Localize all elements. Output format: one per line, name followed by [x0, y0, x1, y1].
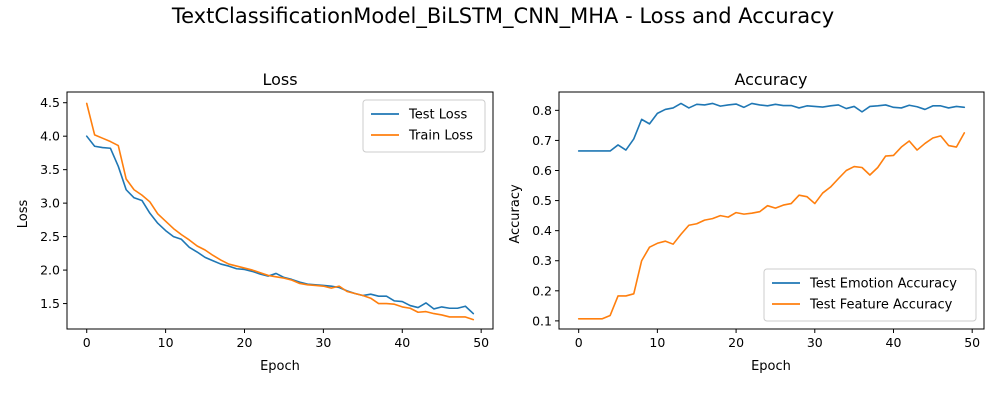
loss-y-axis-label: Loss [16, 200, 31, 229]
accuracy-y-tick-label: 0.2 [532, 283, 552, 298]
loss-x-tick-label: 20 [237, 335, 253, 350]
accuracy-legend: Test Emotion Accuracy Test Feature Accura… [763, 268, 977, 322]
loss-x-tick-label: 50 [473, 335, 489, 350]
loss-y-tick-label: 2.0 [40, 263, 60, 278]
accuracy-x-tick-label: 20 [728, 335, 744, 350]
accuracy-series-line-1 [577, 102, 966, 152]
accuracy-legend-label: Test Feature Accuracy [809, 298, 953, 313]
loss-plot-title: Loss [262, 70, 297, 89]
loss-y-tick-label: 2.5 [40, 229, 60, 244]
loss-y-tick-label: 3.5 [40, 162, 60, 177]
accuracy-series-line-2 [577, 132, 966, 320]
loss-series-line-2 [85, 102, 475, 321]
accuracy-y-tick-label: 0.8 [532, 103, 552, 118]
accuracy-y-tick-label: 0.6 [532, 163, 552, 178]
loss-subplot: Loss Epoch Loss 0 10 20 30 40 50 1.5 2.0 2.5 3.0 3… [16, 70, 494, 374]
accuracy-x-tick-label: 0 [575, 335, 583, 350]
loss-x-axis-label: Epoch [260, 359, 300, 374]
loss-legend: Test Loss Train Loss [362, 99, 486, 153]
accuracy-x-axis-label: Epoch [751, 359, 791, 374]
accuracy-x-tick-label: 50 [964, 335, 980, 350]
accuracy-x-tick-label: 30 [807, 335, 823, 350]
loss-x-tick-label: 30 [315, 335, 331, 350]
loss-x-tick-label: 40 [394, 335, 410, 350]
loss-legend-label: Train Loss [408, 129, 473, 144]
accuracy-y-tick-label: 0.5 [532, 193, 552, 208]
loss-x-tick-label: 10 [158, 335, 174, 350]
accuracy-y-axis-label: Accuracy [508, 184, 523, 244]
accuracy-legend-box [763, 268, 977, 322]
accuracy-x-tick-label: 10 [649, 335, 665, 350]
loss-y-tick-label: 4.5 [40, 95, 60, 110]
accuracy-y-tick-label: 0.1 [532, 313, 552, 328]
accuracy-subplot: Accuracy Epoch Accuracy 0 10 20 30 40 50 0.1 0.… [508, 70, 985, 374]
accuracy-y-tick-label: 0.4 [532, 223, 552, 238]
loss-y-tick-label: 1.5 [40, 296, 60, 311]
accuracy-axes-frame [558, 91, 985, 330]
accuracy-y-tick-label: 0.3 [532, 253, 552, 268]
figure-title: TextClassificationModel_BiLSTM_CNN_MHA -… [171, 4, 834, 29]
loss-y-tick-label: 4.0 [40, 129, 60, 144]
loss-y-tick-label: 3.0 [40, 196, 60, 211]
loss-x-tick-label: 0 [83, 335, 91, 350]
accuracy-legend-label: Test Emotion Accuracy [809, 277, 957, 292]
loss-legend-box [362, 99, 486, 153]
loss-series-line-1 [85, 135, 475, 315]
accuracy-x-tick-label: 40 [886, 335, 902, 350]
loss-legend-label: Test Loss [408, 108, 467, 123]
accuracy-plot-title: Accuracy [734, 70, 807, 89]
accuracy-y-tick-label: 0.7 [532, 133, 552, 148]
loss-axes-frame [66, 91, 494, 330]
